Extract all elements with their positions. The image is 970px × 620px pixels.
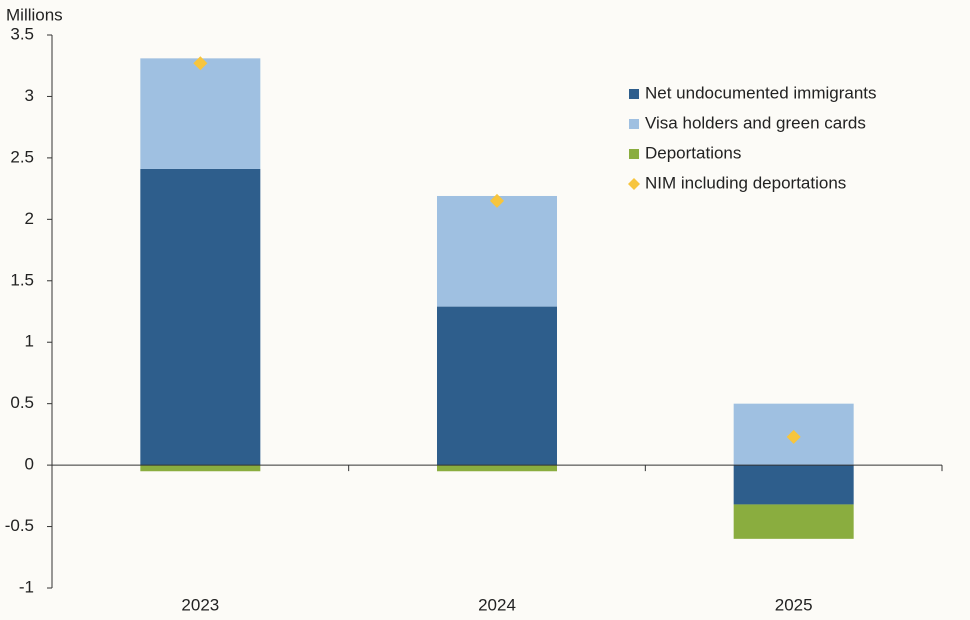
legend-label: Net undocumented immigrants bbox=[645, 83, 877, 102]
bar-segment bbox=[140, 58, 261, 169]
y-tick-label: 0 bbox=[25, 455, 34, 474]
diamond-marker bbox=[786, 429, 801, 444]
bar-segment bbox=[140, 465, 261, 472]
y-tick-label: 2 bbox=[25, 209, 34, 228]
bar-segment bbox=[437, 306, 557, 466]
bar-segment bbox=[437, 195, 557, 307]
y-axis-label: Millions bbox=[6, 5, 63, 24]
diamond-marker bbox=[490, 193, 504, 208]
y-tick-label: 1 bbox=[25, 332, 34, 351]
legend-swatch bbox=[629, 119, 639, 129]
diamond-marker bbox=[193, 56, 208, 71]
x-tick-label: 2024 bbox=[478, 595, 516, 614]
legend-label: NIM including deportations bbox=[645, 173, 846, 192]
y-tick-label: 0.5 bbox=[10, 393, 34, 412]
x-tick-label: 2023 bbox=[181, 595, 219, 614]
legend-marker bbox=[628, 178, 640, 190]
y-tick-label: 3 bbox=[25, 86, 34, 105]
y-tick-label: 2.5 bbox=[10, 147, 34, 166]
y-tick-label: 3.5 bbox=[10, 24, 34, 43]
legend-label: Deportations bbox=[645, 143, 741, 162]
bar-segment bbox=[437, 465, 557, 472]
bar-segment bbox=[733, 504, 854, 539]
y-tick-label: -0.5 bbox=[5, 516, 34, 535]
legend-swatch bbox=[629, 149, 639, 159]
legend-label: Visa holders and green cards bbox=[645, 113, 866, 132]
y-tick-label: 1.5 bbox=[10, 270, 34, 289]
legend-swatch bbox=[629, 89, 639, 99]
bar-segment bbox=[733, 465, 854, 505]
y-tick-label: -1 bbox=[19, 577, 34, 596]
bar-segment bbox=[140, 168, 261, 466]
x-tick-label: 2025 bbox=[775, 595, 813, 614]
